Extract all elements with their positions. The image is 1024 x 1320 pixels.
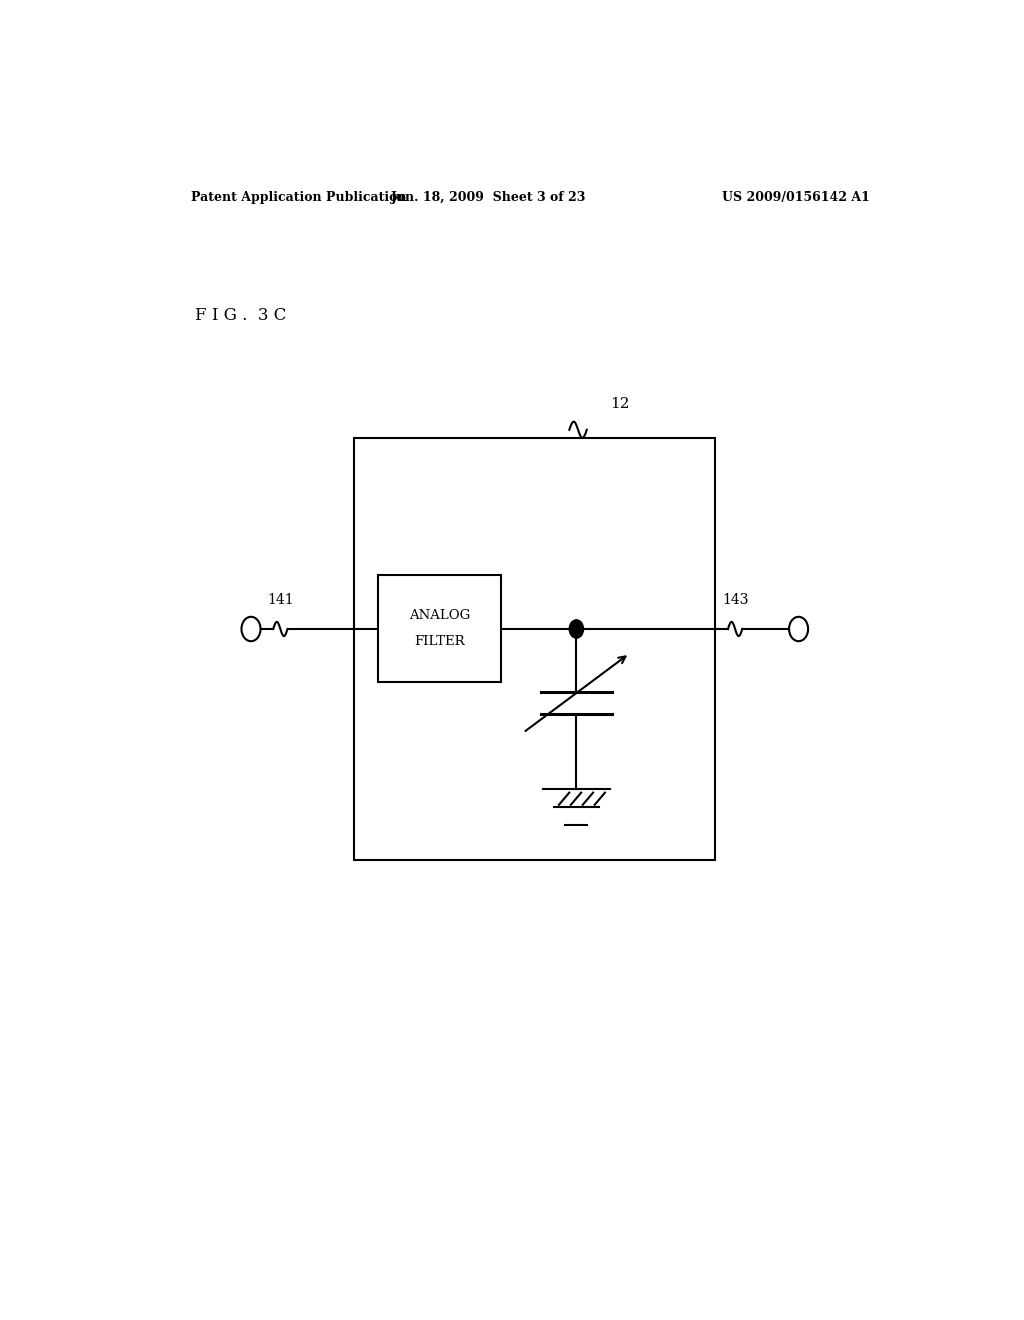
Text: F I G .  3 C: F I G . 3 C [196,308,287,325]
Bar [378,576,501,682]
Text: US 2009/0156142 A1: US 2009/0156142 A1 [722,190,870,203]
Text: ANALOG: ANALOG [409,609,470,622]
Bar [354,438,715,859]
Text: FILTER: FILTER [414,635,465,648]
Text: Jun. 18, 2009  Sheet 3 of 23: Jun. 18, 2009 Sheet 3 of 23 [391,190,587,203]
Text: 12: 12 [610,397,630,412]
Text: Patent Application Publication: Patent Application Publication [191,190,407,203]
Text: 141: 141 [267,593,294,607]
Text: 143: 143 [722,593,749,607]
Circle shape [569,620,584,638]
